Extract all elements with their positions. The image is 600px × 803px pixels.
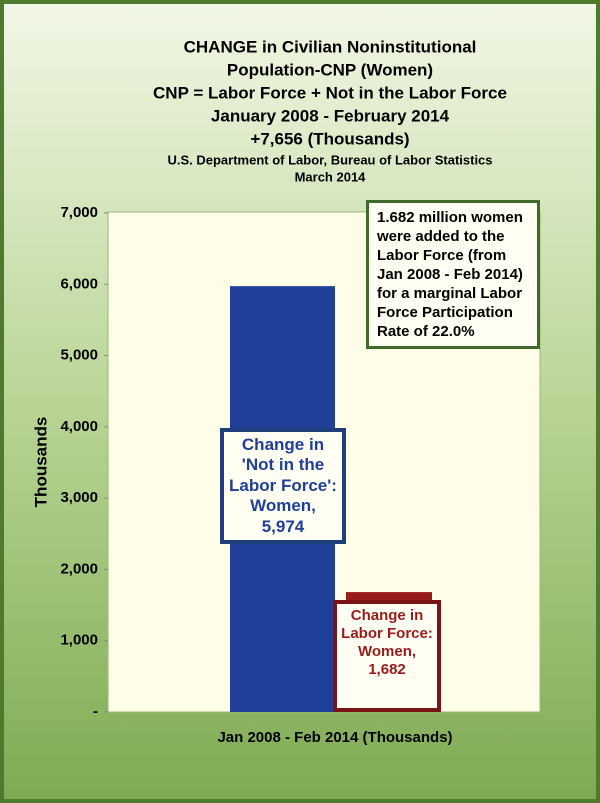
chart-title: CHANGE in Civilian Noninstitutional	[184, 37, 477, 56]
data-label: Change in 'Not in the Labor Force': Wome…	[220, 428, 346, 544]
chart-subtitle: March 2014	[295, 169, 367, 184]
chart-subtitle: U.S. Department of Labor, Bureau of Labo…	[167, 152, 492, 167]
value-label: 1,682	[368, 661, 406, 678]
series-name: Change in 'Not in the Labor Force': Wome…	[229, 435, 337, 516]
x-axis-label: Jan 2008 - Feb 2014 (Thousands)	[217, 729, 452, 746]
y-tick-label: 6,000	[60, 275, 98, 292]
y-tick-label: 1,000	[60, 632, 98, 649]
annotation: 1.682 million women were added to the La…	[366, 200, 540, 350]
y-axis-label: Thousands	[31, 417, 50, 508]
y-tick-label: 7,000	[60, 204, 98, 221]
y-tick-label: 2,000	[60, 560, 98, 577]
series-name: Change in Labor Force: Women,	[341, 607, 433, 660]
y-tick-label: 3,000	[60, 489, 98, 506]
chart-title: CNP = Labor Force + Not in the Labor For…	[153, 83, 507, 102]
chart-title: Population-CNP (Women)	[227, 60, 433, 79]
y-tick-label: -	[93, 703, 98, 720]
y-tick-label: 4,000	[60, 418, 98, 435]
y-tick-label: 5,000	[60, 347, 98, 364]
chart-title: January 2008 - February 2014	[211, 106, 450, 125]
chart-title: +7,656 (Thousands)	[250, 129, 409, 148]
data-label: Change in Labor Force: Women, 1,682	[333, 600, 441, 712]
value-label: 5,974	[261, 516, 305, 536]
